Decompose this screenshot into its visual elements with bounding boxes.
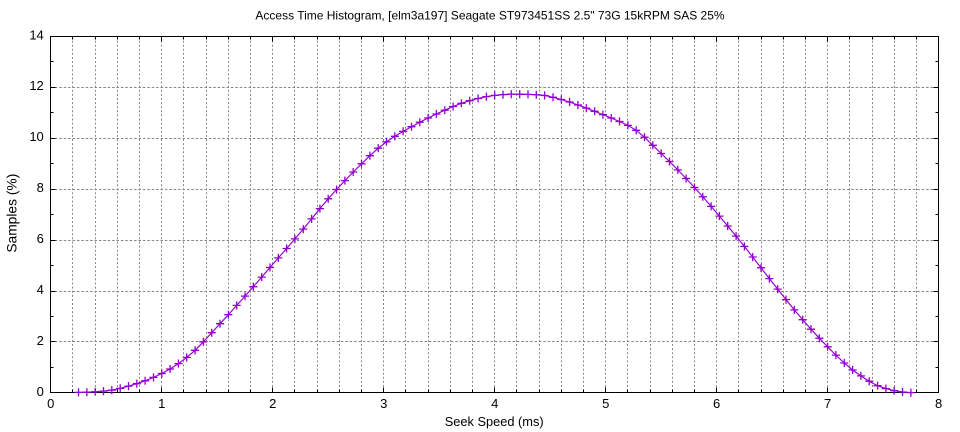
- svg-text:6: 6: [713, 396, 720, 411]
- svg-text:10: 10: [29, 129, 43, 144]
- svg-text:1: 1: [158, 396, 165, 411]
- svg-text:5: 5: [602, 396, 609, 411]
- svg-text:Samples (%): Samples (%): [5, 174, 20, 253]
- svg-text:2: 2: [37, 333, 44, 348]
- svg-text:Access Time Histogram, [elm3a1: Access Time Histogram, [elm3a197] Seagat…: [255, 8, 724, 22]
- svg-text:8: 8: [37, 180, 44, 195]
- svg-text:14: 14: [29, 27, 43, 42]
- svg-text:6: 6: [37, 231, 44, 246]
- svg-text:Seek Speed (ms): Seek Speed (ms): [445, 414, 544, 429]
- svg-text:3: 3: [380, 396, 387, 411]
- svg-text:7: 7: [824, 396, 831, 411]
- svg-text:4: 4: [37, 282, 44, 297]
- svg-text:0: 0: [37, 384, 44, 399]
- svg-text:0: 0: [47, 396, 54, 411]
- svg-text:2: 2: [269, 396, 276, 411]
- svg-text:12: 12: [29, 78, 43, 93]
- svg-text:8: 8: [935, 396, 942, 411]
- svg-text:4: 4: [491, 396, 498, 411]
